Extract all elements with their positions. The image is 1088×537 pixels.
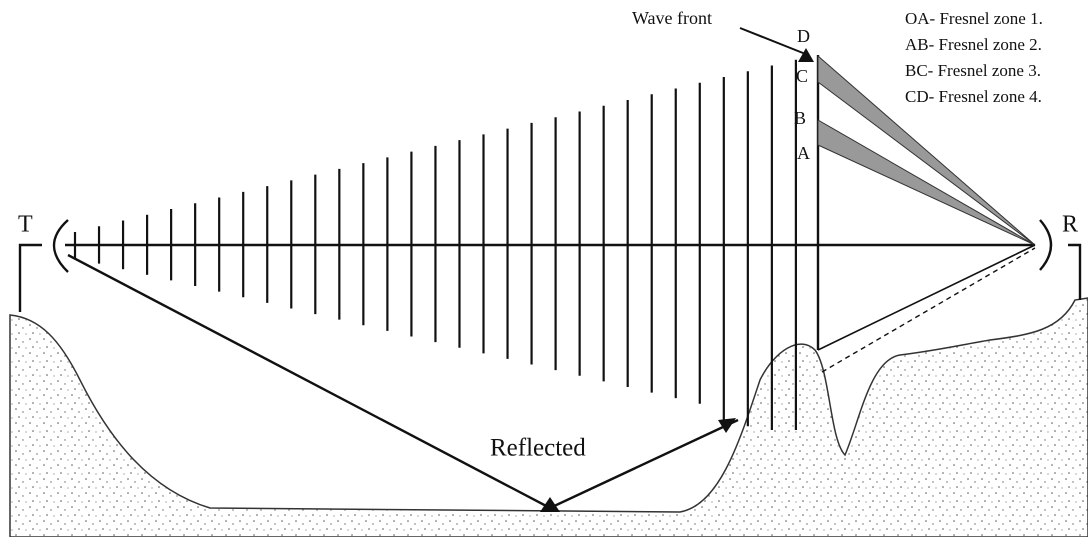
transmitter-label: T — [18, 212, 33, 238]
wave-front-label: Wave front — [632, 8, 712, 28]
reflected-arrow — [718, 418, 736, 433]
transmitter-dish — [52, 219, 69, 273]
wave-front-arrow — [739, 27, 809, 56]
receiver-mast — [1068, 243, 1082, 300]
reflection-arrow — [540, 497, 560, 512]
legend-item: CD- Fresnel zone 4. — [905, 87, 1042, 106]
terrain — [9, 297, 1088, 537]
reflected-label: Reflected — [490, 435, 586, 462]
point-label: C — [796, 66, 808, 86]
transmitter-mast — [18, 243, 42, 312]
receiver-label: R — [1062, 212, 1078, 238]
reflected-path — [67, 253, 739, 510]
receiver-dish — [1039, 219, 1053, 271]
ray-to-receiver — [817, 244, 1036, 351]
legend-item: AB- Fresnel zone 2. — [905, 35, 1042, 54]
zone-wedge-4 — [817, 54, 1036, 246]
zone-wedge-2 — [817, 119, 1036, 246]
legend-item: BC- Fresnel zone 3. — [905, 61, 1041, 80]
legend-item: OA- Fresnel zone 1. — [905, 9, 1043, 28]
point-label: D — [797, 26, 810, 46]
point-label: A — [797, 143, 810, 163]
point-label: B — [794, 108, 806, 128]
